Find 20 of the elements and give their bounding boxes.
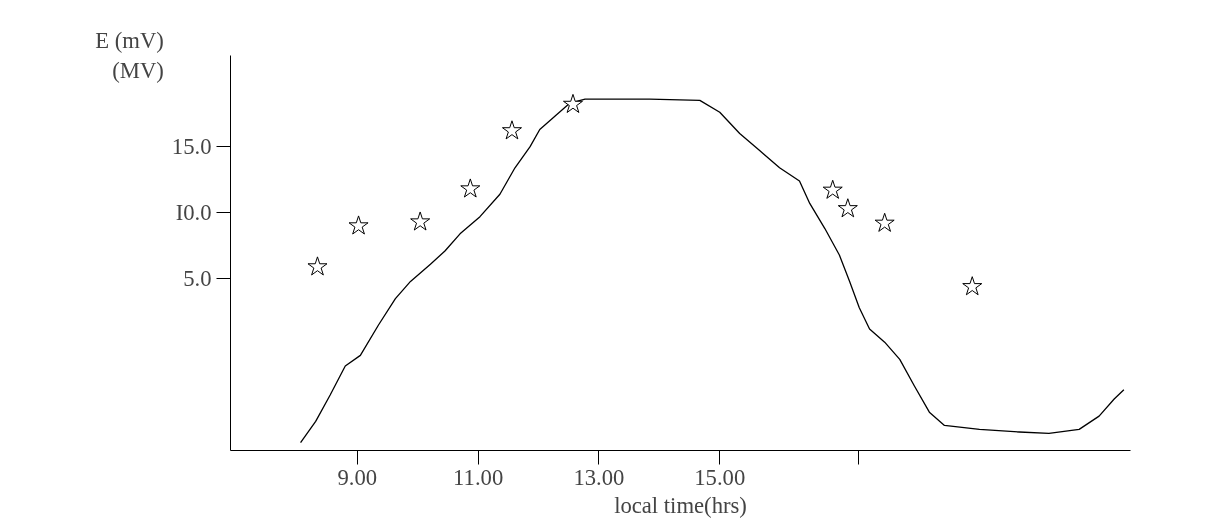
point: [410, 211, 431, 231]
y-axis-title: E (mV): [95, 28, 164, 53]
x-tick-label: 9.00: [337, 464, 378, 490]
point: [501, 120, 522, 140]
y-tick-label: 5.0: [183, 266, 212, 292]
y-tick-label: I0.0: [175, 200, 212, 226]
point: [837, 198, 858, 218]
x-tick-label: 15.00: [694, 464, 746, 490]
point: [307, 256, 328, 276]
point: [822, 179, 843, 199]
point: [562, 93, 583, 113]
x-axis-title: local time(hrs): [614, 492, 747, 518]
point: [874, 212, 895, 232]
text: (MV): [112, 58, 164, 83]
x-tick-label: 13.00: [573, 464, 625, 490]
point: [962, 276, 983, 296]
y-tick-label: 15.0: [171, 134, 212, 160]
point: [348, 215, 369, 235]
x-tick-label: 11.00: [453, 464, 504, 490]
point: [460, 178, 481, 198]
